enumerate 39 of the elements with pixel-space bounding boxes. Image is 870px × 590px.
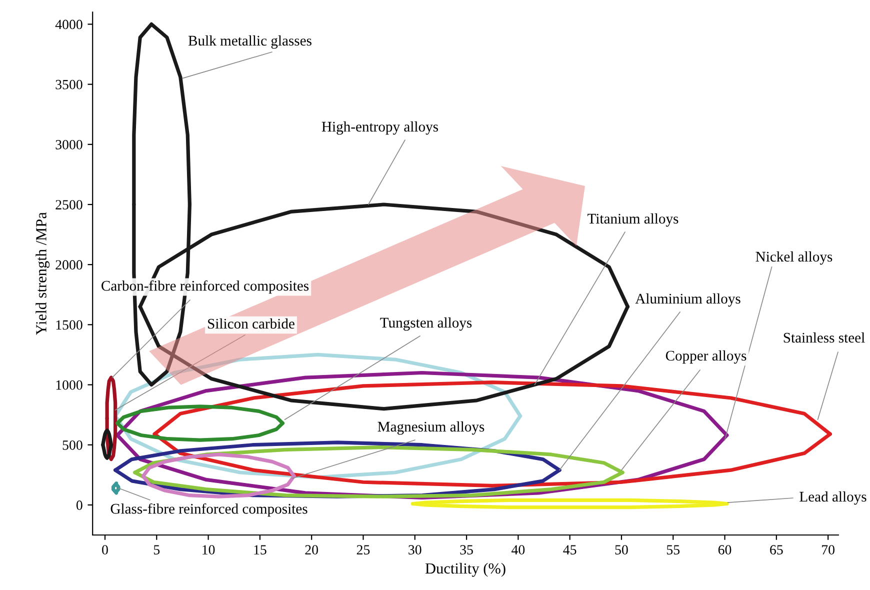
annotation: Lead alloys [800, 491, 866, 505]
x-tick-label: 10 [202, 545, 215, 554]
annotation: High-entropy alloys [322, 121, 438, 135]
x-tick-label: 60 [718, 545, 732, 554]
x-tick-label: 35 [460, 545, 473, 554]
annotation: Magnesium alloys [378, 421, 484, 435]
x-tick-label: 50 [615, 545, 628, 554]
annotation: Copper alloys [666, 350, 746, 364]
y-tick-label: 0 [76, 500, 82, 510]
y-tick-label: 3500 [56, 80, 82, 90]
x-tick-label: 70 [822, 545, 834, 554]
annotation: Silicon carbide [208, 318, 294, 329]
x-tick-label: 45 [563, 545, 576, 554]
annotation: Nickel alloys [756, 251, 832, 265]
x-tick-label: 55 [666, 545, 680, 554]
y-axis-title: Yield strength /MPa [36, 212, 50, 335]
annotation: Glass-fibre reinforced composites [110, 503, 308, 517]
y-tick-label: 500 [62, 440, 82, 450]
annotation: Tungsten alloys [380, 317, 472, 331]
y-tick-label: 2500 [56, 200, 82, 210]
y-tick-label: 2000 [56, 260, 82, 270]
x-axis-title: Ductility (%) [425, 562, 506, 577]
x-tick-label: 20 [305, 545, 318, 554]
x-tick-label: 15 [254, 545, 266, 554]
annotation: Carbon-fibre reinforced composites [102, 280, 309, 294]
x-tick-label: 0 [102, 545, 108, 554]
annotation: Bulk metallic glasses [188, 35, 312, 49]
x-tick-label: 40 [512, 545, 525, 554]
y-tick-label: 1500 [56, 320, 82, 330]
x-tick-label: 30 [408, 545, 422, 554]
x-tick-label: 25 [356, 545, 370, 554]
y-tick-label: 3000 [56, 140, 82, 150]
x-tick-label: 65 [770, 545, 783, 554]
annotation: Stainless steel [784, 332, 865, 343]
annotation: Titanium alloys [588, 213, 678, 227]
x-tick-label: 5 [154, 545, 160, 554]
y-tick-label: 1000 [56, 380, 82, 390]
annotation: Aluminium alloys [635, 293, 740, 307]
y-tick-label: 4000 [55, 20, 82, 30]
